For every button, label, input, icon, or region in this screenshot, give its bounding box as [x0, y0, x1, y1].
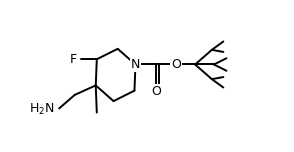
Text: O: O [151, 85, 161, 98]
Text: H$_2$N: H$_2$N [29, 102, 55, 117]
Text: O: O [171, 58, 181, 71]
Text: F: F [70, 53, 77, 66]
Text: N: N [131, 58, 140, 71]
